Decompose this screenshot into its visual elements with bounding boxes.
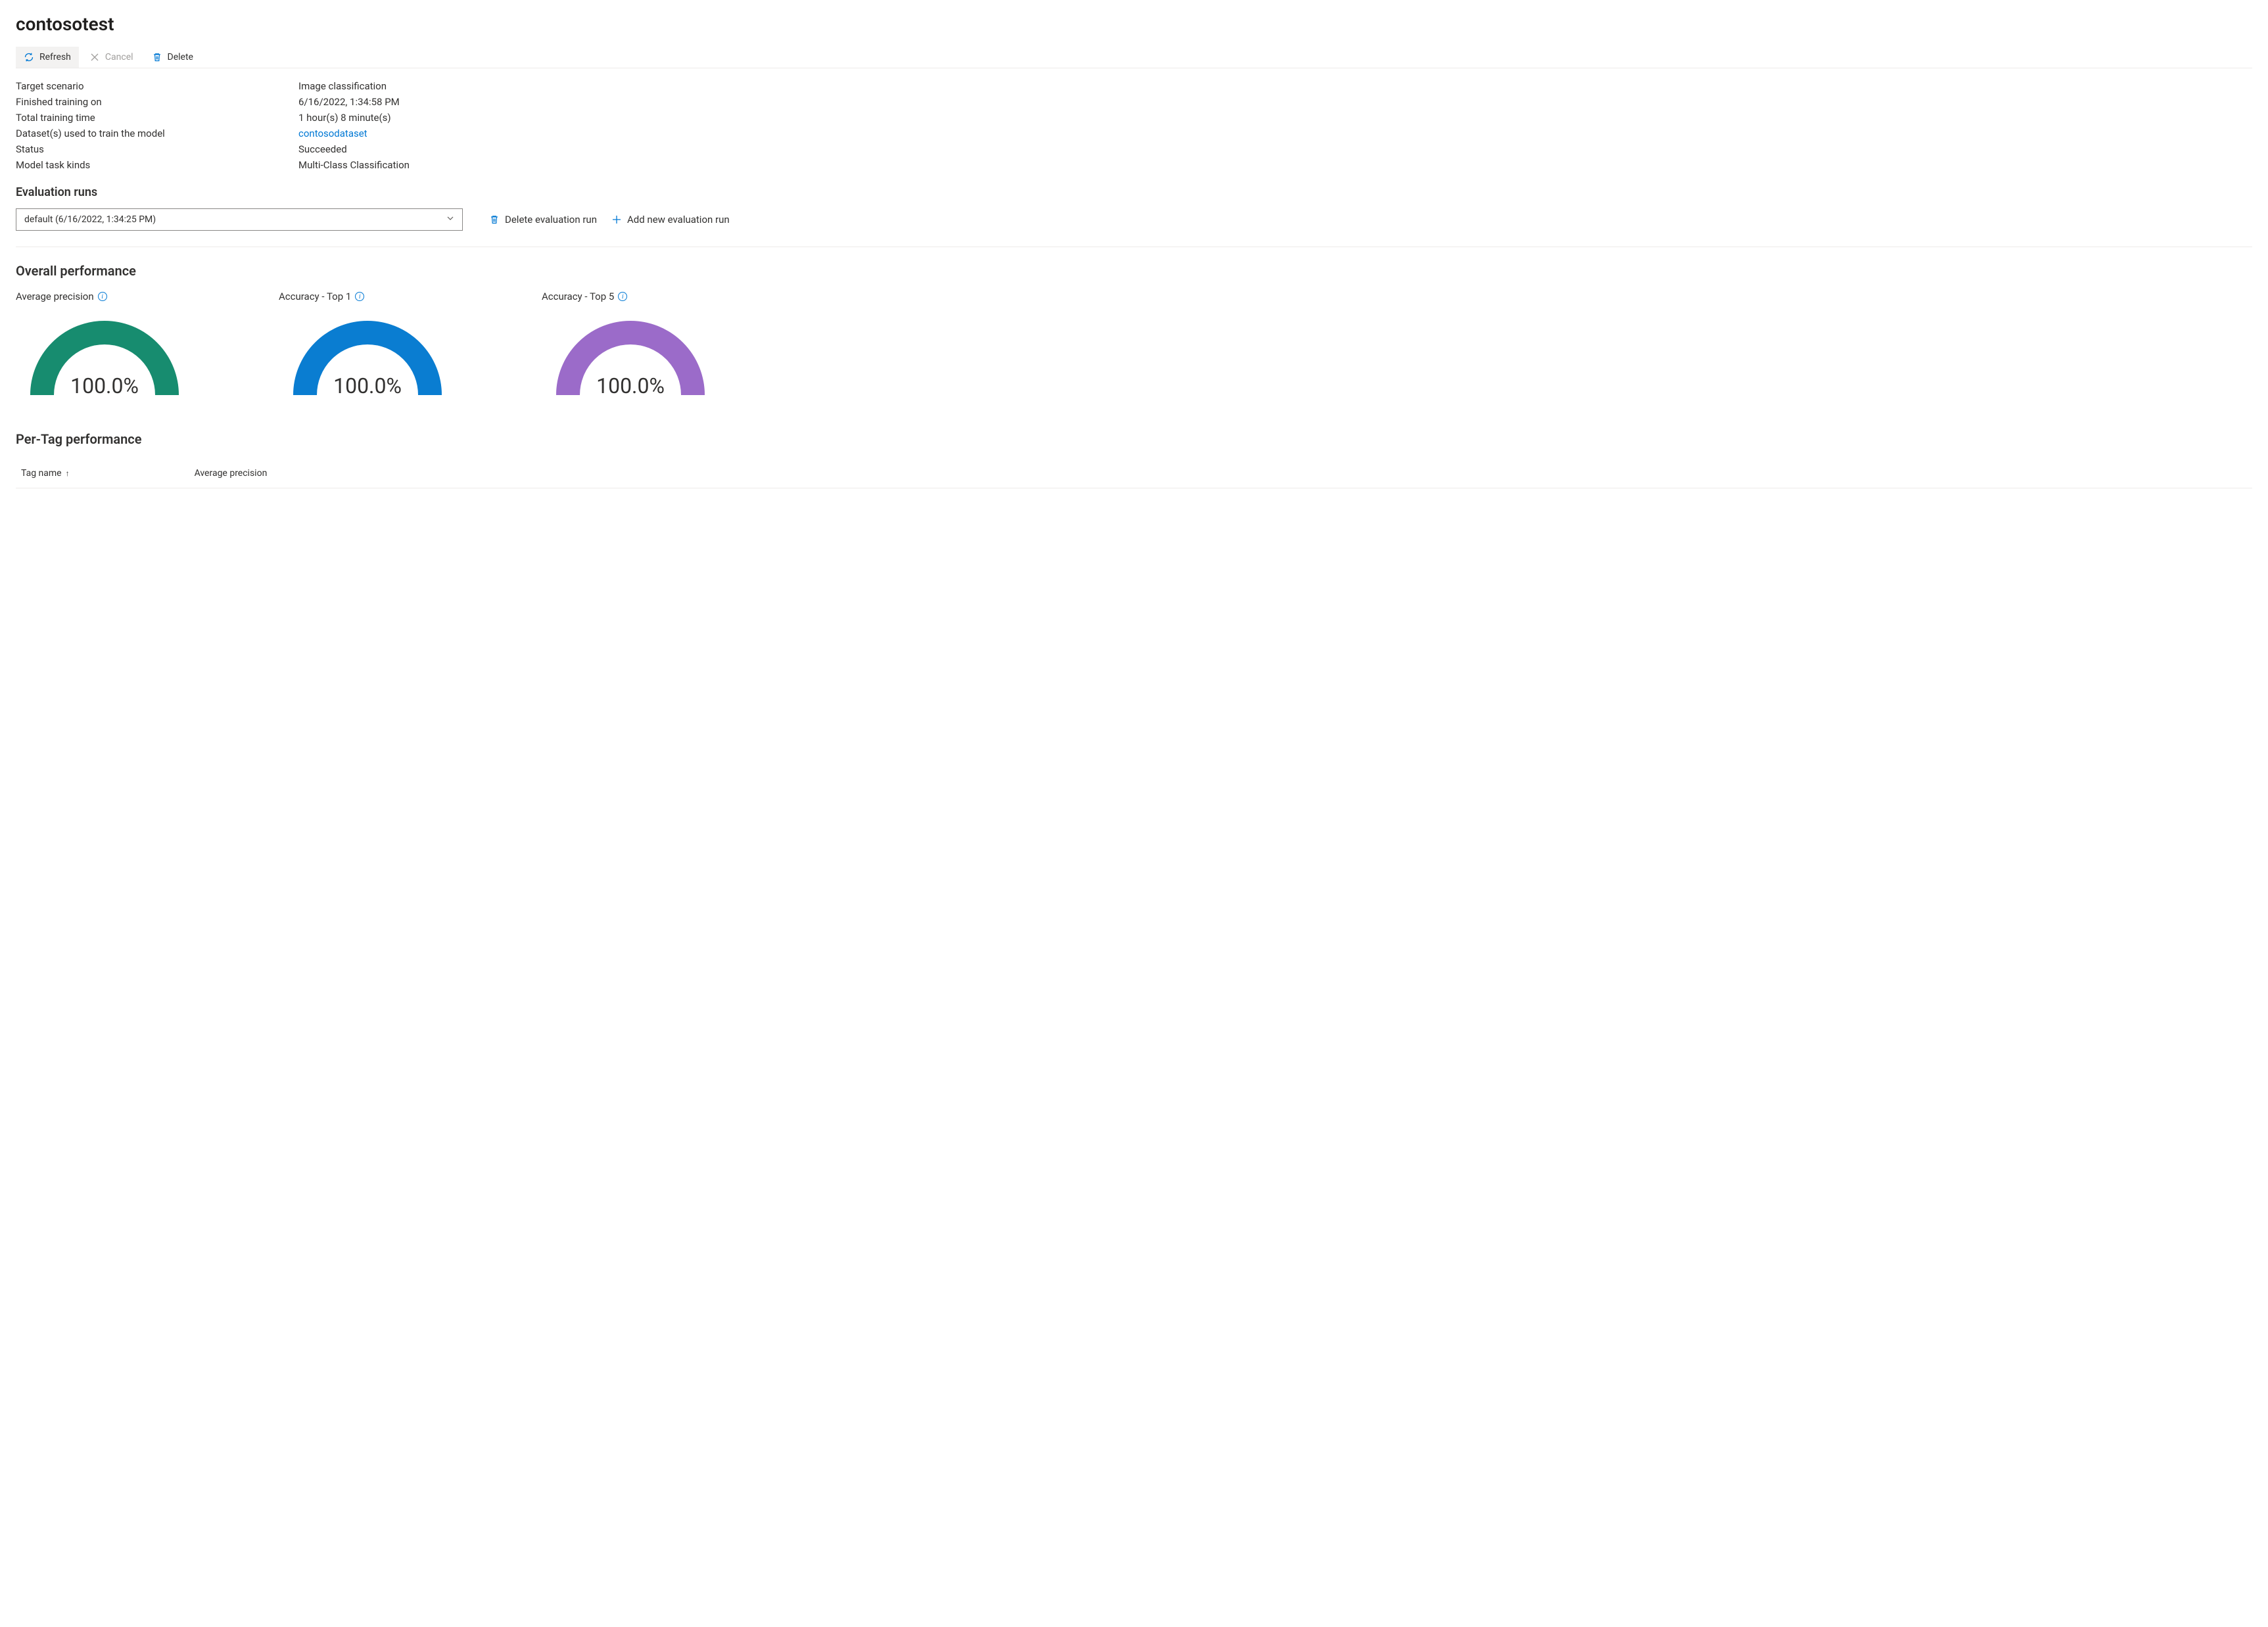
gauge-label: Average precision i — [16, 291, 193, 302]
detail-value-target-scenario: Image classification — [298, 80, 2252, 92]
overall-performance-title: Overall performance — [16, 263, 2252, 279]
gauge-value: 100.0% — [542, 373, 719, 398]
refresh-icon — [24, 52, 34, 62]
delete-icon — [152, 52, 162, 62]
gauge-label-text: Average precision — [16, 291, 94, 302]
gauge-label-text: Accuracy - Top 1 — [279, 291, 351, 302]
gauge-label: Accuracy - Top 5 i — [542, 291, 719, 302]
gauge-block: Average precision i 100.0% — [16, 291, 193, 398]
info-icon[interactable]: i — [618, 292, 627, 301]
detail-value-status: Succeeded — [298, 143, 2252, 155]
refresh-button[interactable]: Refresh — [16, 47, 79, 68]
pertag-table: Tag name ↑ Average precision — [16, 459, 2252, 488]
gauge-chart: 100.0% — [16, 306, 193, 398]
detail-value-total-time: 1 hour(s) 8 minute(s) — [298, 112, 2252, 124]
gauges-container: Average precisioni100.0%Accuracy - Top 1… — [16, 291, 2252, 398]
detail-value-task-kinds: Multi-Class Classification — [298, 159, 2252, 171]
info-icon[interactable]: i — [98, 292, 107, 301]
cancel-icon — [89, 52, 100, 62]
detail-label-finished: Finished training on — [16, 96, 298, 108]
detail-label-target-scenario: Target scenario — [16, 80, 298, 92]
dataset-link[interactable]: contosodataset — [298, 128, 367, 139]
col-header-tag-name[interactable]: Tag name ↑ — [21, 468, 70, 479]
gauge-value: 100.0% — [16, 373, 193, 398]
page-title: contosotest — [16, 13, 2252, 35]
col-header-average-precision[interactable]: Average precision — [195, 468, 268, 479]
evaluation-run-select[interactable]: default (6/16/2022, 1:34:25 PM) — [16, 208, 463, 231]
plus-icon — [611, 214, 622, 225]
gauge-label-text: Accuracy - Top 5 — [542, 291, 614, 302]
gauge-chart: 100.0% — [542, 306, 719, 398]
delete-evaluation-run-button[interactable]: Delete evaluation run — [489, 214, 597, 225]
cancel-button: Cancel — [82, 47, 141, 68]
evaluation-runs-title: Evaluation runs — [16, 185, 2252, 199]
gauge-label: Accuracy - Top 1 i — [279, 291, 456, 302]
delete-label: Delete — [168, 52, 193, 62]
details-panel: Target scenario Image classification Fin… — [16, 80, 2252, 171]
delete-evaluation-run-label: Delete evaluation run — [505, 214, 597, 225]
gauge-value: 100.0% — [279, 373, 456, 398]
evaluation-row: default (6/16/2022, 1:34:25 PM) Delete e… — [16, 208, 2252, 231]
sort-ascending-icon: ↑ — [66, 469, 70, 478]
evaluation-run-selected: default (6/16/2022, 1:34:25 PM) — [24, 214, 156, 225]
refresh-label: Refresh — [39, 52, 71, 62]
delete-button[interactable]: Delete — [144, 47, 201, 68]
cancel-label: Cancel — [105, 52, 133, 62]
delete-icon — [489, 214, 500, 225]
toolbar: Refresh Cancel Delete — [16, 47, 2252, 68]
detail-value-finished: 6/16/2022, 1:34:58 PM — [298, 96, 2252, 108]
gauge-chart: 100.0% — [279, 306, 456, 398]
detail-label-status: Status — [16, 143, 298, 155]
pertag-performance-title: Per-Tag performance — [16, 431, 2252, 447]
detail-label-task-kinds: Model task kinds — [16, 159, 298, 171]
detail-label-total-time: Total training time — [16, 112, 298, 124]
info-icon[interactable]: i — [355, 292, 364, 301]
detail-label-datasets: Dataset(s) used to train the model — [16, 128, 298, 139]
add-evaluation-run-label: Add new evaluation run — [627, 214, 730, 225]
chevron-down-icon — [446, 214, 454, 225]
gauge-block: Accuracy - Top 1 i 100.0% — [279, 291, 456, 398]
col-header-tag-name-label: Tag name — [21, 468, 62, 479]
add-evaluation-run-button[interactable]: Add new evaluation run — [611, 214, 730, 225]
gauge-block: Accuracy - Top 5 i 100.0% — [542, 291, 719, 398]
